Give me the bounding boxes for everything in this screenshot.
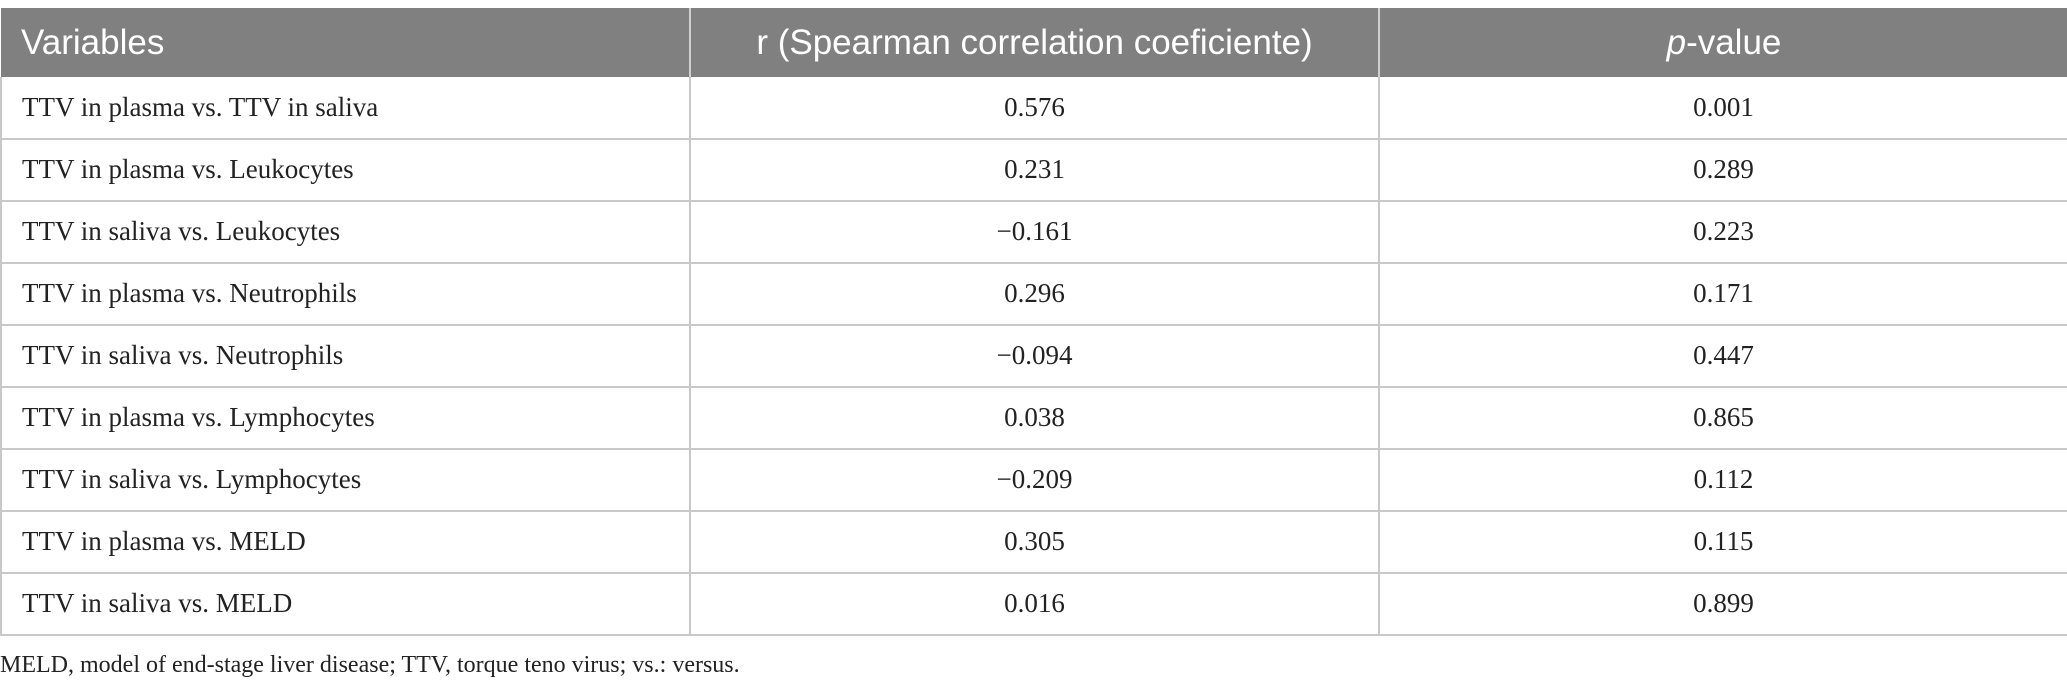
table-row: TTV in plasma vs. Lymphocytes 0.038 0.86… — [0, 386, 2067, 450]
cell-r: 0.296 — [689, 262, 1380, 326]
cell-r: 0.231 — [689, 138, 1380, 202]
cell-r: −0.209 — [689, 448, 1380, 512]
cell-p: 0.865 — [1378, 386, 2067, 450]
table-row: TTV in saliva vs. Leukocytes −0.161 0.22… — [0, 200, 2067, 264]
table-footnote: MELD, model of end-stage liver disease; … — [0, 652, 740, 678]
table-row: TTV in plasma vs. MELD 0.305 0.115 — [0, 510, 2067, 574]
header-spearman-r: r (Spearman correlation coeficiente) — [690, 8, 1380, 77]
table-row: TTV in plasma vs. Leukocytes 0.231 0.289 — [0, 138, 2067, 202]
cell-p: 0.115 — [1378, 510, 2067, 574]
cell-p: 0.001 — [1378, 76, 2067, 140]
header-p-rest: -value — [1686, 22, 1782, 62]
cell-r: −0.161 — [689, 200, 1380, 264]
cell-variables: TTV in plasma vs. Lymphocytes — [0, 386, 691, 450]
cell-r: −0.094 — [689, 324, 1380, 388]
cell-p: 0.223 — [1378, 200, 2067, 264]
header-p-italic: p — [1666, 22, 1687, 62]
cell-variables: TTV in saliva vs. MELD — [0, 572, 691, 636]
cell-p: 0.112 — [1378, 448, 2067, 512]
cell-p: 0.171 — [1378, 262, 2067, 326]
cell-p: 0.289 — [1378, 138, 2067, 202]
table-row: TTV in saliva vs. Lymphocytes −0.209 0.1… — [0, 448, 2067, 512]
cell-variables: TTV in plasma vs. MELD — [0, 510, 691, 574]
correlation-table: Variables r (Spearman correlation coefic… — [0, 8, 2067, 636]
cell-variables: TTV in plasma vs. Leukocytes — [0, 138, 691, 202]
table-row: TTV in saliva vs. MELD 0.016 0.899 — [0, 572, 2067, 636]
cell-variables: TTV in plasma vs. Neutrophils — [0, 262, 691, 326]
correlation-table-container: Variables r (Spearman correlation coefic… — [0, 8, 2067, 636]
cell-p: 0.447 — [1378, 324, 2067, 388]
cell-r: 0.016 — [689, 572, 1380, 636]
cell-variables: TTV in plasma vs. TTV in saliva — [0, 76, 691, 140]
table-row: TTV in saliva vs. Neutrophils −0.094 0.4… — [0, 324, 2067, 388]
cell-r: 0.038 — [689, 386, 1380, 450]
cell-variables: TTV in saliva vs. Lymphocytes — [0, 448, 691, 512]
cell-r: 0.576 — [689, 76, 1380, 140]
header-p-value: p-value — [1379, 8, 2067, 77]
cell-variables: TTV in saliva vs. Neutrophils — [0, 324, 691, 388]
header-variables: Variables — [1, 8, 691, 77]
table-row: TTV in plasma vs. Neutrophils 0.296 0.17… — [0, 262, 2067, 326]
header-row: Variables r (Spearman correlation coefic… — [1, 8, 2067, 77]
table-body: TTV in plasma vs. TTV in saliva 0.576 0.… — [0, 76, 2067, 636]
table-header: Variables r (Spearman correlation coefic… — [1, 8, 2067, 77]
table-row: TTV in plasma vs. TTV in saliva 0.576 0.… — [0, 76, 2067, 140]
cell-p: 0.899 — [1378, 572, 2067, 636]
cell-variables: TTV in saliva vs. Leukocytes — [0, 200, 691, 264]
cell-r: 0.305 — [689, 510, 1380, 574]
